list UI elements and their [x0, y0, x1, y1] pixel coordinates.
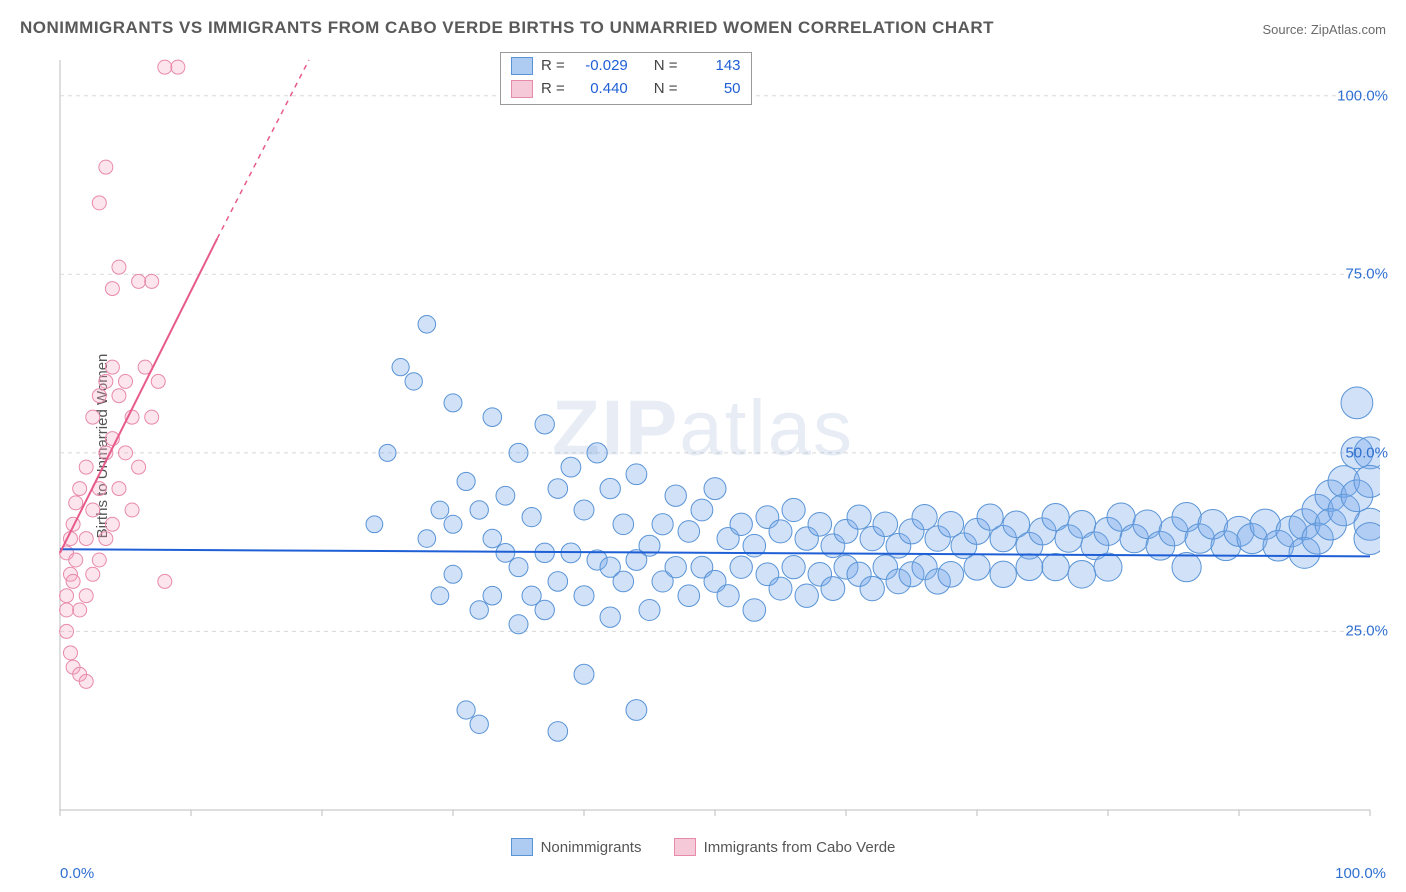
legend-label-pink: Immigrants from Cabo Verde — [704, 839, 896, 856]
ytick-75: 75.0% — [1345, 266, 1388, 283]
stats-legend: R = -0.029 N = 143 R = 0.440 N = 50 — [500, 52, 752, 105]
n-value-pink: 50 — [686, 78, 741, 101]
r-value-pink: 0.440 — [573, 78, 628, 101]
chart-title: NONIMMIGRANTS VS IMMIGRANTS FROM CABO VE… — [20, 18, 994, 38]
n-value-blue: 143 — [686, 55, 741, 78]
n-label: N = — [654, 55, 678, 78]
source-attribution: Source: ZipAtlas.com — [1262, 22, 1386, 37]
r-label: R = — [541, 78, 565, 101]
legend-item-blue: Nonimmigrants — [511, 838, 642, 856]
ytick-50: 50.0% — [1345, 444, 1388, 461]
swatch-pink — [511, 80, 533, 98]
swatch-blue — [511, 57, 533, 75]
chart-container: NONIMMIGRANTS VS IMMIGRANTS FROM CABO VE… — [0, 0, 1406, 892]
swatch-pink-bottom — [674, 838, 696, 856]
xtick-0: 0.0% — [60, 865, 94, 882]
xtick-100: 100.0% — [1335, 865, 1386, 882]
r-value-blue: -0.029 — [573, 55, 628, 78]
ytick-25: 25.0% — [1345, 623, 1388, 640]
category-legend: Nonimmigrants Immigrants from Cabo Verde — [0, 838, 1406, 860]
n-label: N = — [654, 78, 678, 101]
stats-row-blue: R = -0.029 N = 143 — [511, 55, 741, 78]
scatter-svg — [50, 50, 1380, 830]
ytick-100: 100.0% — [1337, 87, 1388, 104]
r-label: R = — [541, 55, 565, 78]
legend-item-pink: Immigrants from Cabo Verde — [674, 838, 896, 856]
stats-row-pink: R = 0.440 N = 50 — [511, 78, 741, 101]
plot-area — [50, 50, 1380, 830]
legend-label-blue: Nonimmigrants — [541, 839, 642, 856]
swatch-blue-bottom — [511, 838, 533, 856]
